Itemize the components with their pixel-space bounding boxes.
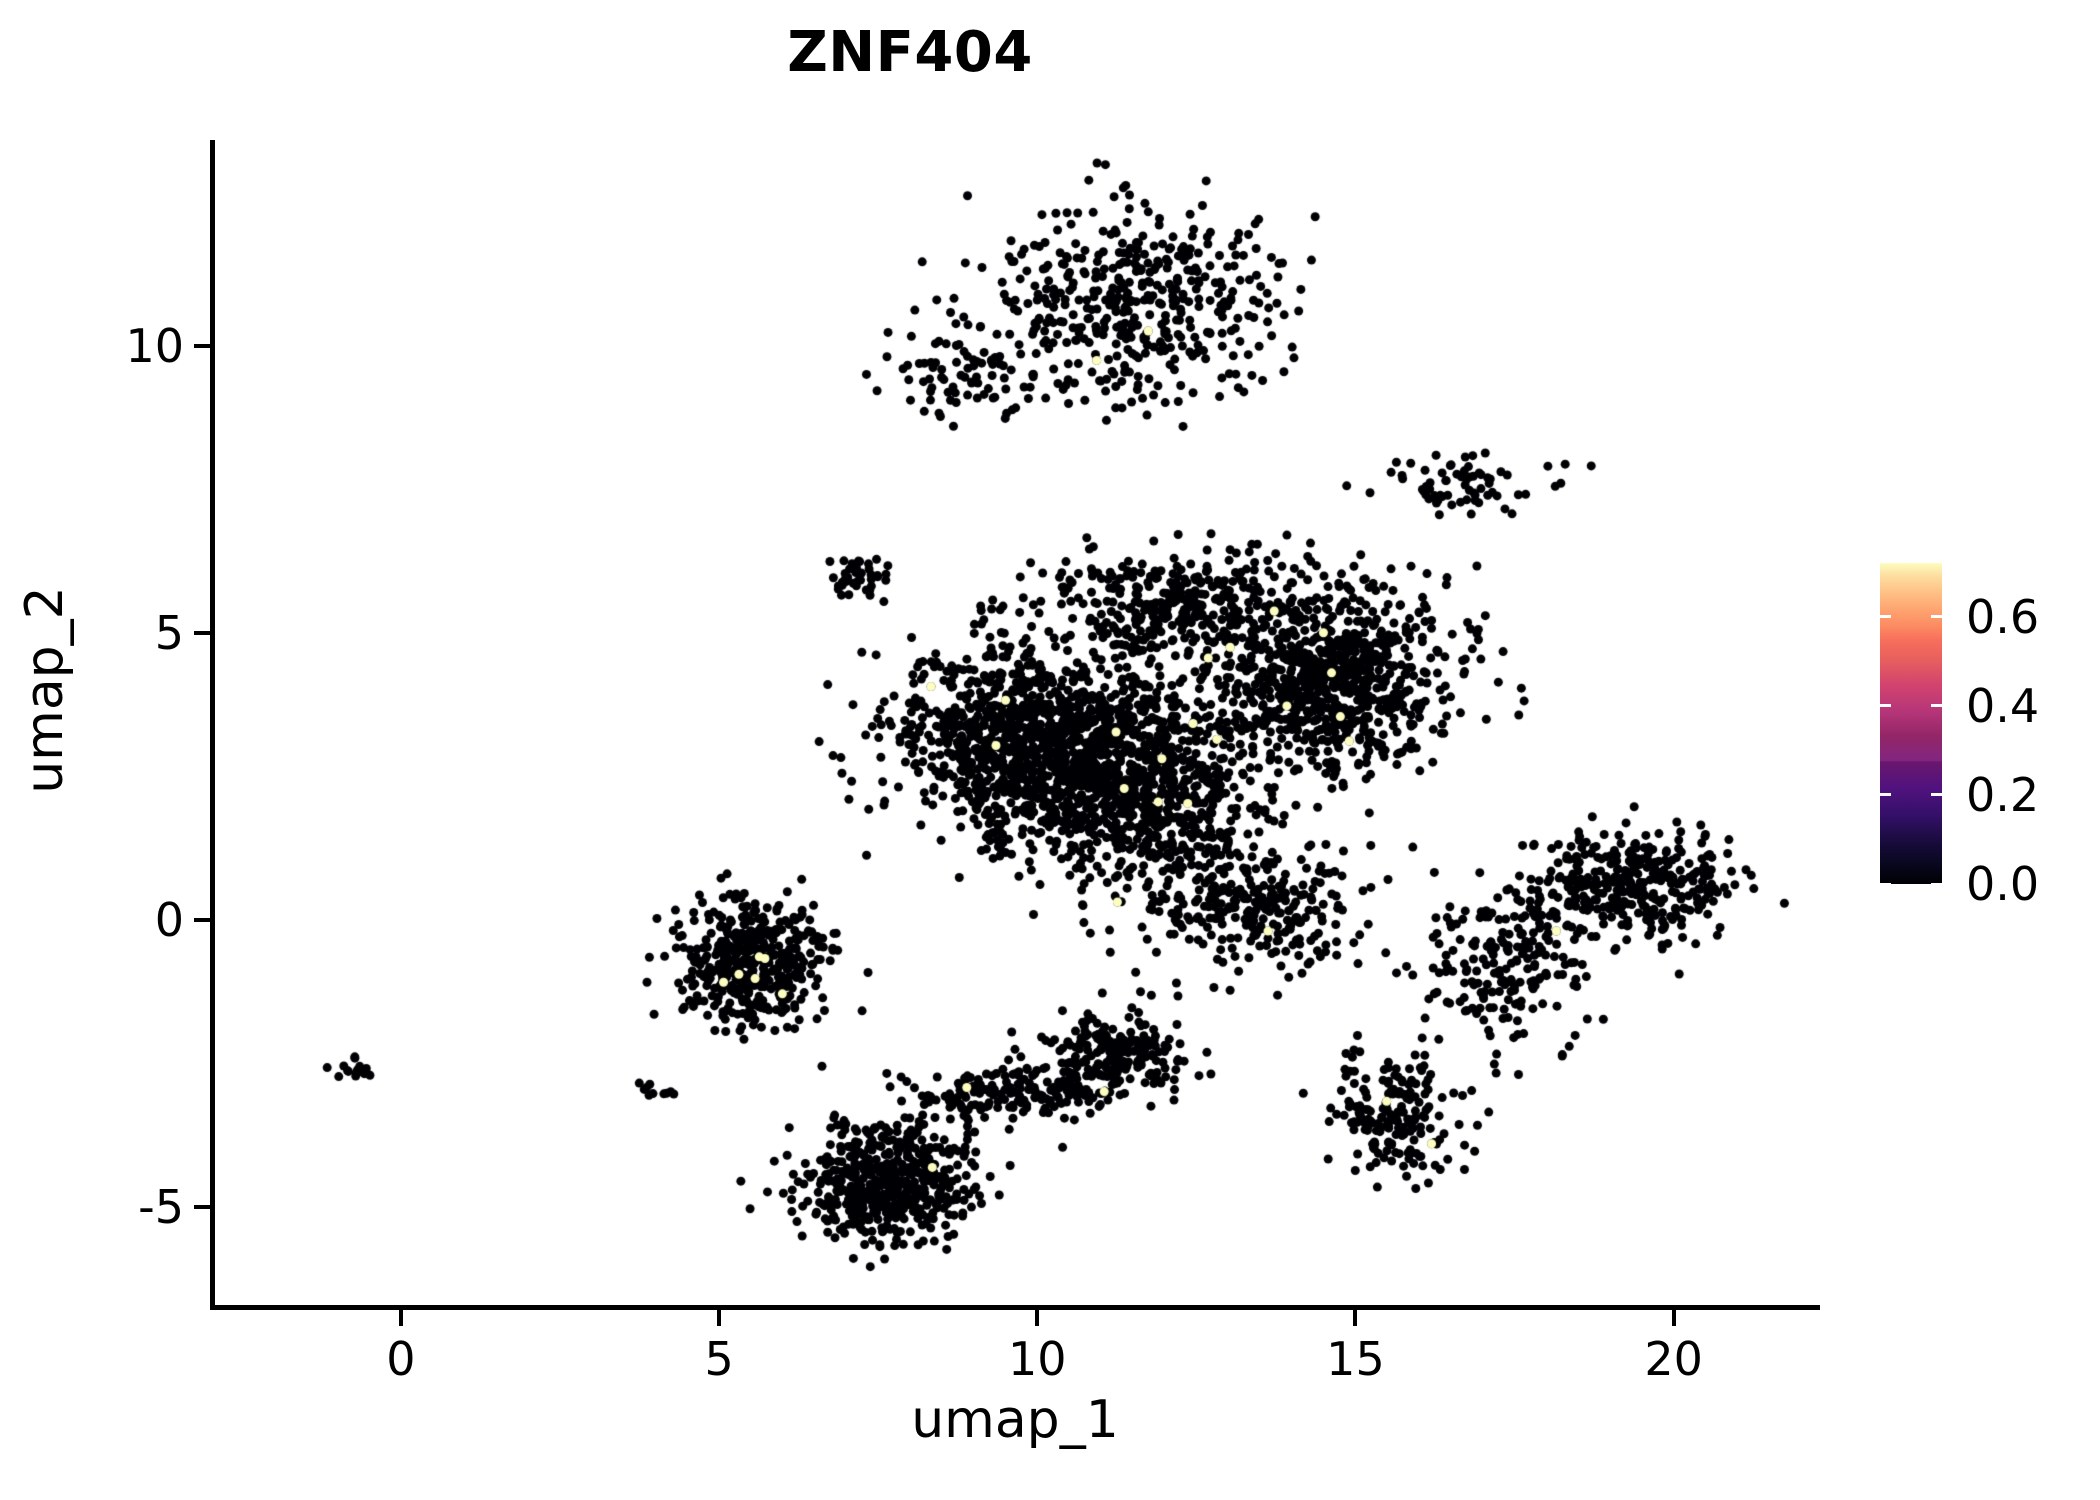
- x-tick-mark: [1353, 1310, 1358, 1326]
- scatter-plot-canvas: [210, 140, 1820, 1310]
- plot-axes: 0 5 10 15 20 -5 0 5 10: [125, 140, 1820, 1386]
- colorbar-gradient: [1880, 563, 1942, 884]
- y-tick-label: 10: [125, 319, 184, 374]
- y-tick-label: -5: [138, 1179, 184, 1234]
- x-tick-mark: [1671, 1310, 1676, 1326]
- colorbar-tick-label: 0.4: [1966, 678, 2040, 733]
- x-tick-mark: [1035, 1310, 1040, 1326]
- x-tick-mark: [398, 1310, 403, 1326]
- page-title: ZNF404: [787, 20, 1033, 85]
- y-tick-mark: [194, 344, 210, 349]
- colorbar-tick-label: 0.0: [1966, 857, 2040, 911]
- x-tick-mark: [717, 1310, 722, 1326]
- x-axis-label: umap_1: [911, 1390, 1119, 1450]
- y-tick-label: 5: [154, 606, 184, 661]
- x-tick-label: 10: [1007, 1332, 1067, 1386]
- y-tick-mark: [194, 631, 210, 636]
- x-tick-label: 5: [704, 1332, 734, 1386]
- colorbar-tick-label: 0.2: [1966, 767, 2040, 822]
- colorbar: 0.0 0.2 0.4 0.6: [1880, 563, 2080, 911]
- y-tick-mark: [194, 1204, 210, 1209]
- x-tick-label: 15: [1326, 1332, 1385, 1386]
- x-tick-label: 20: [1644, 1332, 1703, 1386]
- y-axis-label: umap_2: [15, 586, 75, 794]
- y-tick-label: 0: [154, 893, 184, 947]
- colorbar-tick-label: 0.6: [1966, 589, 2040, 644]
- y-tick-mark: [194, 918, 210, 922]
- x-tick-label: 0: [386, 1332, 416, 1386]
